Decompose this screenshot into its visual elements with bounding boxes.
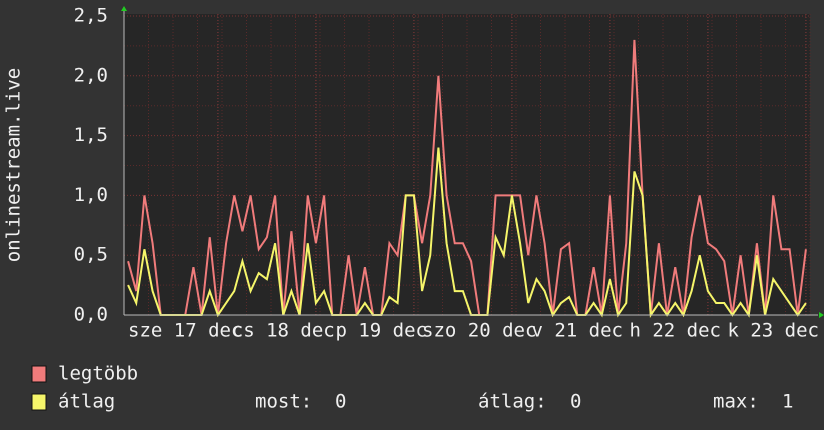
stat-label: most: (255, 391, 312, 413)
stat-label: átlag: (478, 391, 547, 413)
x-tick-label: szo 20 dec (422, 320, 536, 342)
y-tick-label: 0,0 (74, 304, 108, 326)
axis-arrow (121, 6, 127, 11)
y-tick-label: 2,0 (74, 64, 108, 86)
x-tick-label: sze 17 dec (128, 320, 242, 342)
x-tick-label: cs 18 dec (232, 320, 335, 342)
legend-swatch (31, 365, 47, 383)
y-tick-label: 1,5 (74, 124, 108, 146)
legend-swatch (31, 393, 47, 411)
x-tick-label: k 23 dec (727, 320, 819, 342)
stat-value: 1 (782, 391, 793, 413)
x-tick-label: p 19 dec (335, 320, 427, 342)
y-tick-label: 2,5 (74, 5, 108, 27)
y-axis-label: onlinestream.live (3, 68, 25, 262)
x-tick-label: h 22 dec (629, 320, 721, 342)
axis-arrow (819, 312, 824, 318)
x-tick-label: v 21 dec (531, 320, 623, 342)
series-line (127, 39, 807, 316)
stat-value: 0 (570, 391, 581, 413)
stat-value: 0 (335, 391, 346, 413)
series-line (127, 147, 807, 318)
y-tick-label: 1,0 (74, 184, 108, 206)
stat-label: max: (713, 391, 759, 413)
legend-label: legtöbb (58, 363, 138, 385)
y-tick-label: 0,5 (74, 244, 108, 266)
legend-label: átlag (58, 391, 115, 413)
